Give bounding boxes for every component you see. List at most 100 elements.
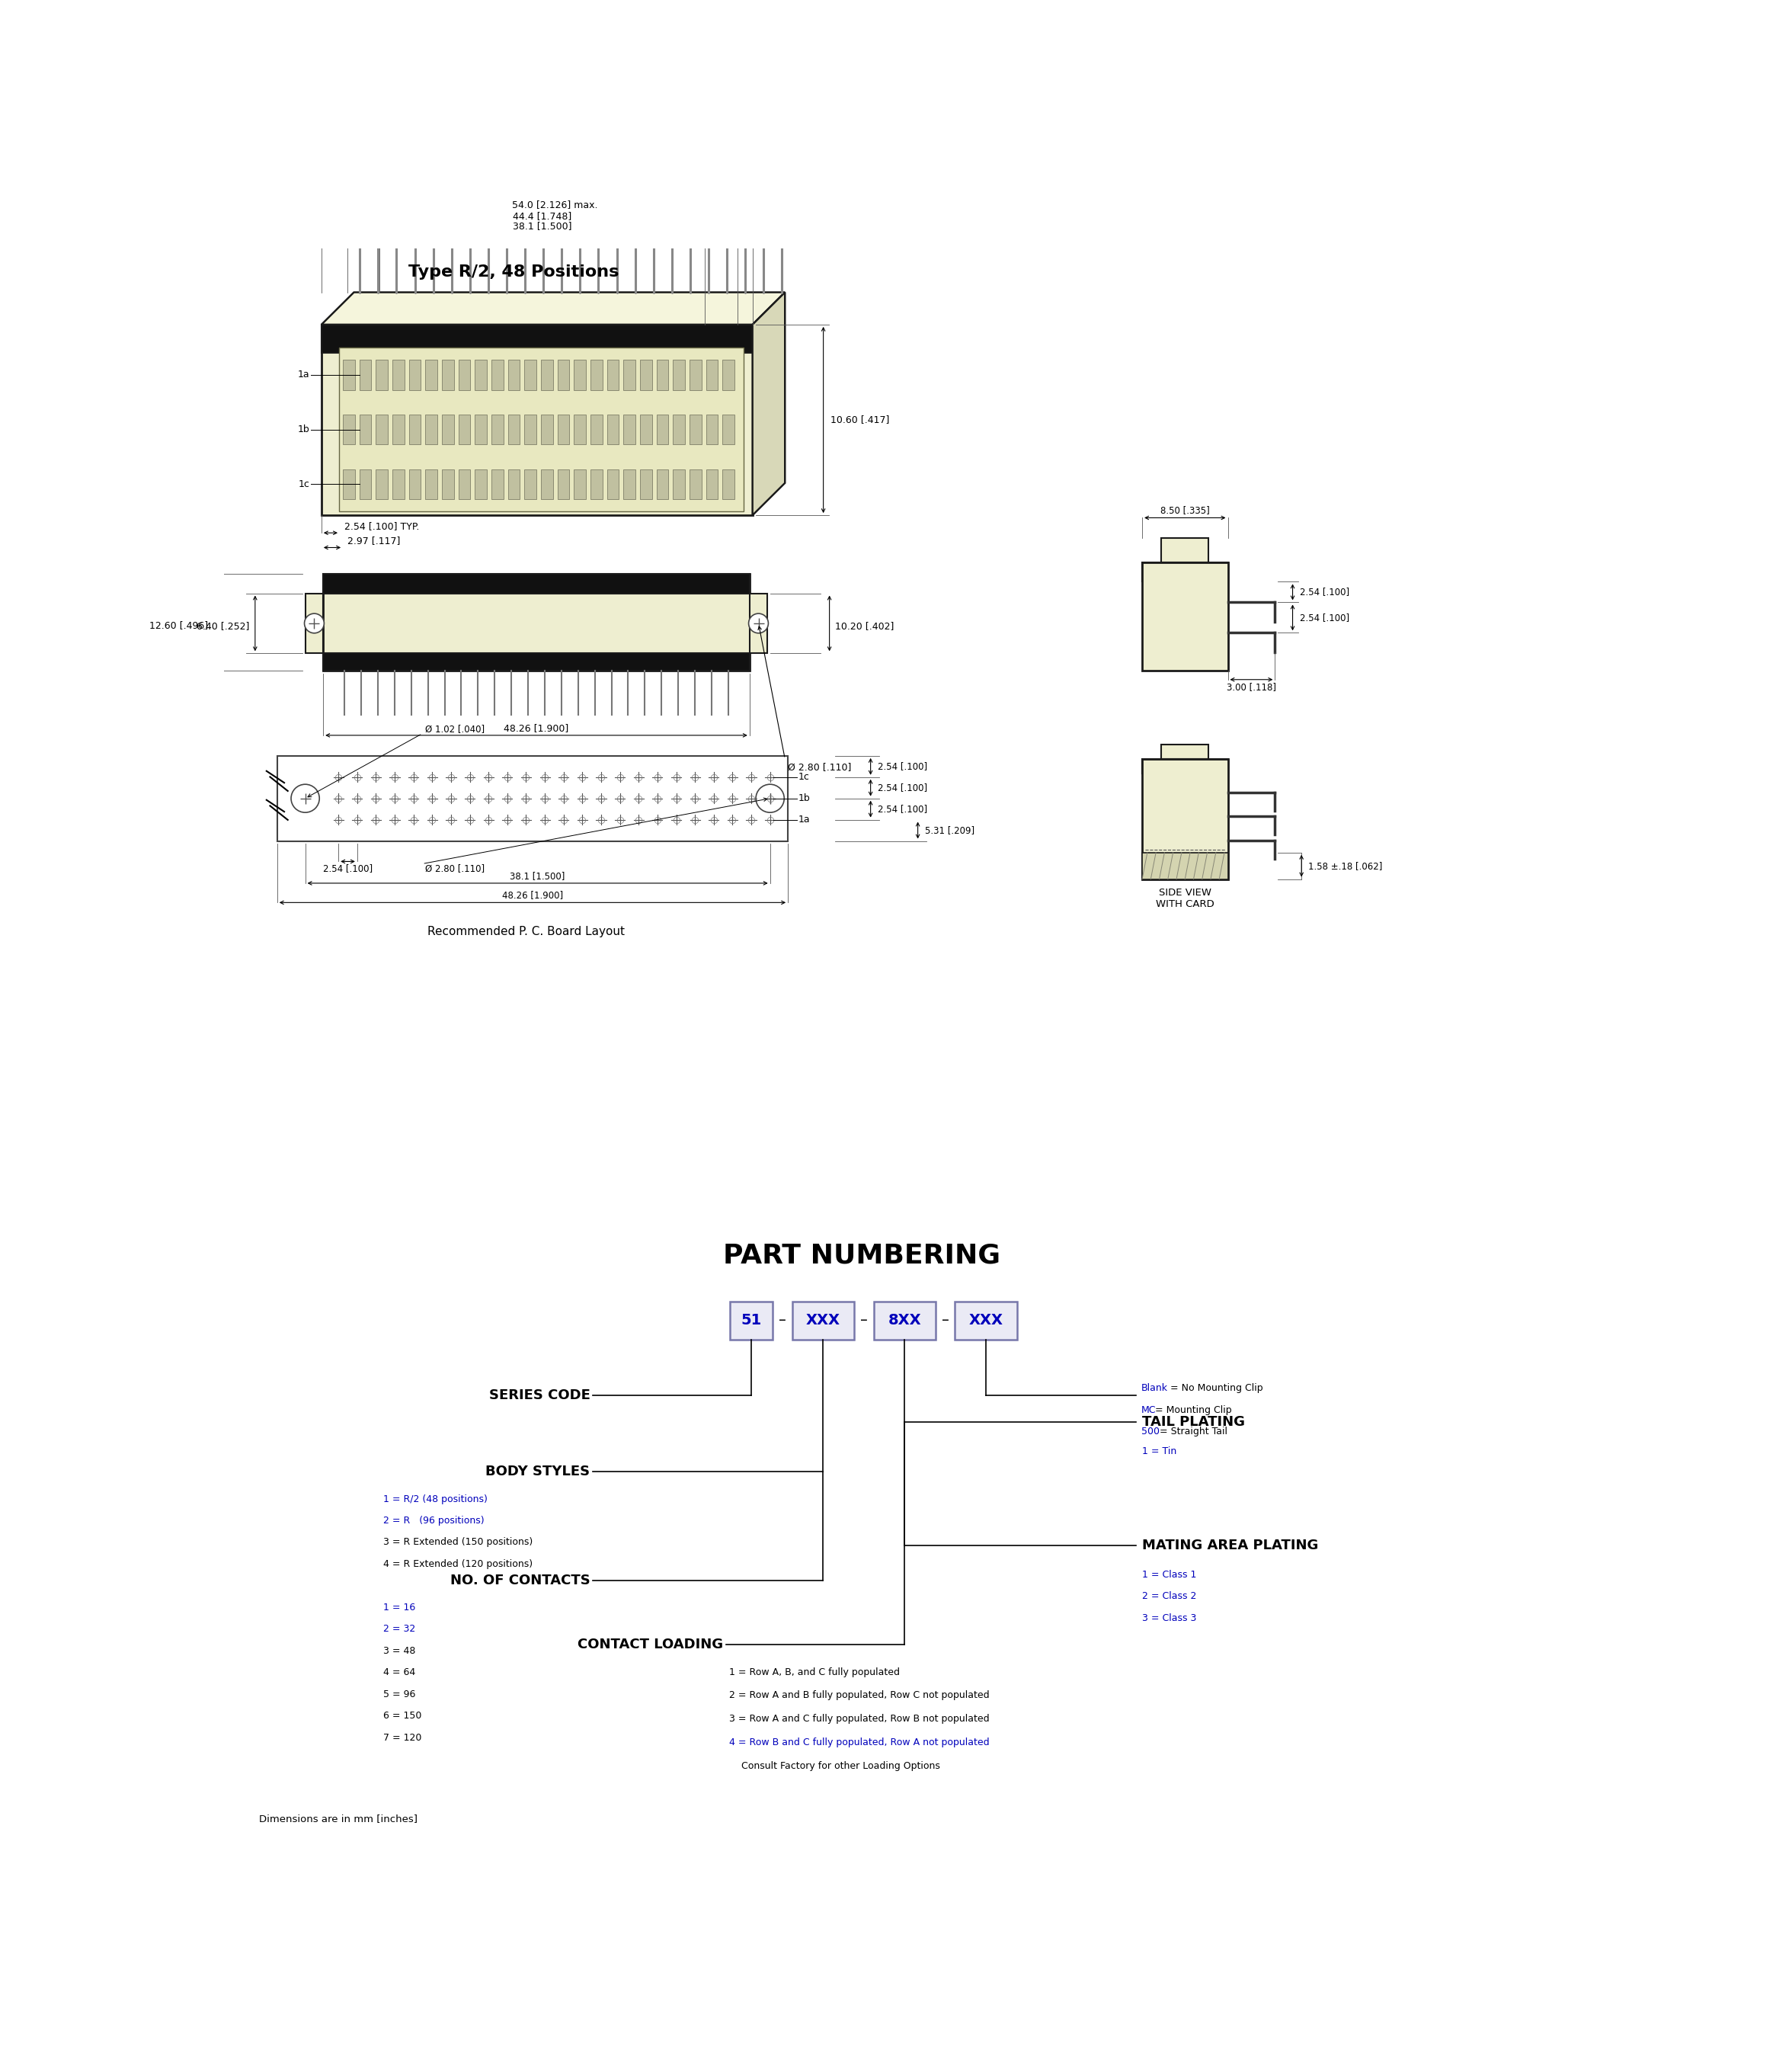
Text: NO. OF CONTACTS: NO. OF CONTACTS [450, 1572, 590, 1587]
FancyBboxPatch shape [640, 360, 652, 389]
FancyBboxPatch shape [541, 360, 554, 389]
Text: 2.54 [.100]: 2.54 [.100] [878, 782, 926, 792]
FancyBboxPatch shape [624, 470, 636, 499]
FancyBboxPatch shape [624, 414, 636, 445]
Text: 6.40 [.252]: 6.40 [.252] [197, 621, 249, 631]
Text: 5.31 [.209]: 5.31 [.209] [925, 826, 975, 836]
Text: Consult Factory for other Loading Options: Consult Factory for other Loading Option… [729, 1761, 939, 1771]
FancyBboxPatch shape [409, 360, 421, 389]
Polygon shape [321, 292, 785, 325]
FancyBboxPatch shape [1142, 759, 1228, 879]
FancyBboxPatch shape [376, 470, 387, 499]
Text: 8XX: 8XX [887, 1314, 921, 1328]
FancyBboxPatch shape [443, 360, 453, 389]
FancyBboxPatch shape [729, 1301, 772, 1341]
Text: TAIL PLATING: TAIL PLATING [1142, 1415, 1245, 1430]
Text: 10.20 [.402]: 10.20 [.402] [835, 621, 894, 631]
Circle shape [749, 614, 769, 633]
Text: 3.00 [.118]: 3.00 [.118] [1226, 683, 1276, 691]
Polygon shape [753, 292, 785, 515]
FancyBboxPatch shape [360, 414, 371, 445]
Text: 1b: 1b [297, 424, 310, 434]
Text: MC: MC [1142, 1405, 1156, 1415]
Text: Ø 1.02 [.040]: Ø 1.02 [.040] [425, 724, 486, 734]
Text: 4 = Row B and C fully populated, Row A not populated: 4 = Row B and C fully populated, Row A n… [729, 1738, 989, 1748]
FancyBboxPatch shape [873, 1301, 935, 1341]
FancyBboxPatch shape [607, 414, 618, 445]
FancyBboxPatch shape [690, 360, 701, 389]
Text: Blank: Blank [1142, 1384, 1168, 1392]
Text: 48.26 [1.900]: 48.26 [1.900] [502, 890, 563, 900]
Text: 3 = Class 3: 3 = Class 3 [1142, 1614, 1197, 1622]
Text: 38.1 [1.500]: 38.1 [1.500] [513, 221, 572, 232]
FancyBboxPatch shape [409, 414, 421, 445]
FancyBboxPatch shape [376, 414, 387, 445]
FancyBboxPatch shape [323, 654, 749, 670]
FancyBboxPatch shape [1161, 538, 1208, 563]
FancyBboxPatch shape [392, 470, 405, 499]
FancyBboxPatch shape [591, 360, 602, 389]
Text: 1 = Tin: 1 = Tin [1142, 1446, 1177, 1457]
FancyBboxPatch shape [459, 360, 470, 389]
FancyBboxPatch shape [1161, 745, 1208, 759]
Text: –: – [860, 1314, 867, 1328]
FancyBboxPatch shape [591, 470, 602, 499]
FancyBboxPatch shape [591, 414, 602, 445]
FancyBboxPatch shape [491, 360, 504, 389]
FancyBboxPatch shape [360, 470, 371, 499]
FancyBboxPatch shape [459, 470, 470, 499]
FancyBboxPatch shape [491, 414, 504, 445]
FancyBboxPatch shape [342, 414, 355, 445]
Text: 500: 500 [1142, 1428, 1159, 1436]
FancyBboxPatch shape [1142, 563, 1228, 670]
FancyBboxPatch shape [607, 360, 618, 389]
FancyBboxPatch shape [475, 470, 487, 499]
Text: 7 = 120: 7 = 120 [383, 1734, 421, 1742]
FancyBboxPatch shape [525, 360, 536, 389]
Text: 8.50 [.335]: 8.50 [.335] [1161, 505, 1210, 515]
Text: 1 = Row A, B, and C fully populated: 1 = Row A, B, and C fully populated [729, 1668, 900, 1678]
FancyBboxPatch shape [722, 360, 735, 389]
Text: 38.1 [1.500]: 38.1 [1.500] [511, 871, 564, 881]
Circle shape [756, 784, 785, 813]
FancyBboxPatch shape [491, 470, 504, 499]
FancyBboxPatch shape [525, 414, 536, 445]
FancyBboxPatch shape [624, 360, 636, 389]
FancyBboxPatch shape [607, 470, 618, 499]
FancyBboxPatch shape [706, 470, 719, 499]
FancyBboxPatch shape [443, 470, 453, 499]
FancyBboxPatch shape [722, 414, 735, 445]
FancyBboxPatch shape [674, 470, 685, 499]
FancyBboxPatch shape [443, 414, 453, 445]
Text: 2.54 [.100]: 2.54 [.100] [323, 865, 373, 873]
Circle shape [305, 614, 324, 633]
Text: 1.58 ±.18 [.062]: 1.58 ±.18 [.062] [1308, 861, 1383, 871]
Text: 2.54 [.100]: 2.54 [.100] [878, 761, 926, 772]
Text: MATING AREA PLATING: MATING AREA PLATING [1142, 1537, 1319, 1552]
FancyBboxPatch shape [690, 470, 701, 499]
FancyBboxPatch shape [475, 414, 487, 445]
Text: Ø 2.80 [.110]: Ø 2.80 [.110] [425, 865, 486, 873]
Text: Ø 2.80 [.110]: Ø 2.80 [.110] [788, 761, 851, 772]
Text: 12.60 [.496]: 12.60 [.496] [149, 621, 208, 631]
FancyBboxPatch shape [1142, 852, 1228, 879]
FancyBboxPatch shape [321, 325, 753, 515]
FancyBboxPatch shape [409, 470, 421, 499]
FancyBboxPatch shape [525, 470, 536, 499]
FancyBboxPatch shape [323, 573, 749, 670]
FancyBboxPatch shape [459, 414, 470, 445]
Text: 51: 51 [740, 1314, 762, 1328]
FancyBboxPatch shape [1142, 563, 1228, 581]
Text: –: – [778, 1314, 787, 1328]
Text: XXX: XXX [969, 1314, 1004, 1328]
Text: 1a: 1a [297, 370, 310, 381]
FancyBboxPatch shape [656, 414, 668, 445]
FancyBboxPatch shape [507, 360, 520, 389]
Text: Recommended P. C. Board Layout: Recommended P. C. Board Layout [428, 927, 625, 937]
FancyBboxPatch shape [706, 360, 719, 389]
FancyBboxPatch shape [425, 470, 437, 499]
Text: 4 = R Extended (120 positions): 4 = R Extended (120 positions) [383, 1560, 532, 1568]
Text: 1 = Class 1: 1 = Class 1 [1142, 1570, 1197, 1579]
FancyBboxPatch shape [955, 1301, 1018, 1341]
FancyBboxPatch shape [339, 348, 744, 511]
